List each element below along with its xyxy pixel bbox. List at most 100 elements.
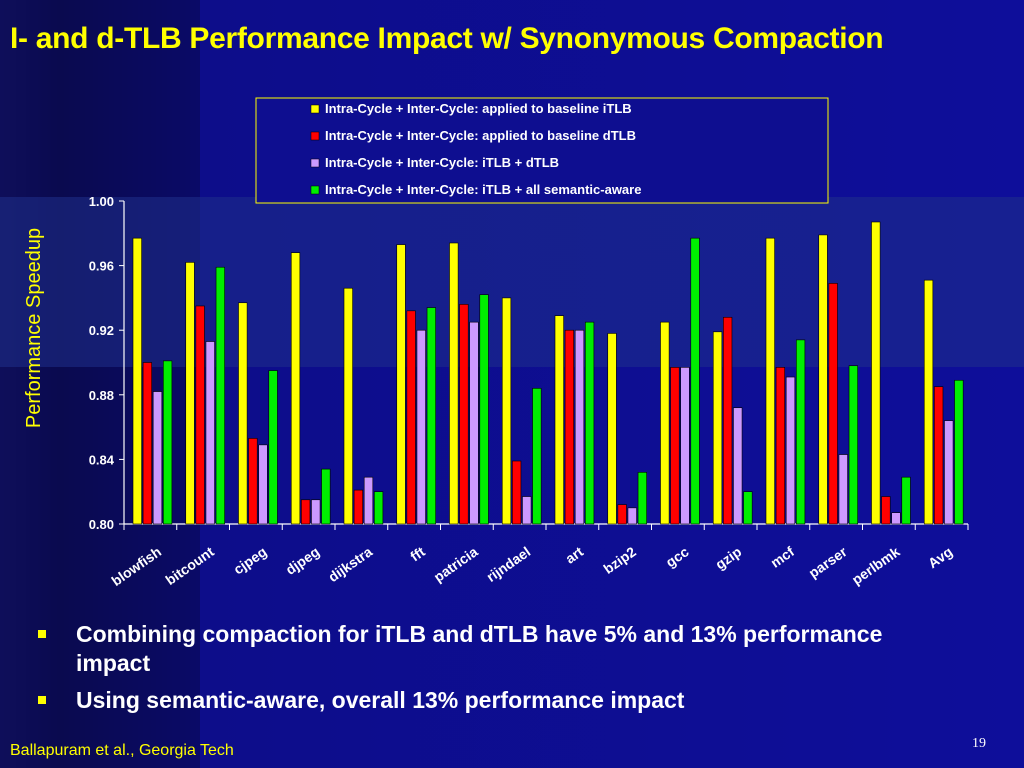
bar	[311, 499, 321, 525]
background-band	[0, 197, 1024, 367]
bar	[574, 329, 585, 525]
x-tick-label: blowfish	[108, 543, 164, 589]
bar	[238, 302, 248, 525]
bar	[248, 438, 258, 525]
page-number: 19	[972, 736, 986, 751]
bar	[871, 221, 881, 525]
bar	[343, 287, 353, 525]
bar	[522, 496, 532, 525]
bar	[426, 307, 436, 525]
x-tick-label: djpeg	[283, 543, 323, 578]
bar	[795, 339, 806, 525]
bar	[459, 304, 469, 525]
bar	[775, 367, 785, 525]
bar	[891, 512, 901, 525]
y-tick-label: 0.84	[89, 452, 115, 467]
bar	[501, 297, 512, 525]
bar	[660, 321, 670, 525]
bullet-item: Combining compaction for iTLB and dTLB h…	[38, 620, 938, 678]
bar	[469, 321, 479, 525]
x-tick-label: art	[562, 543, 586, 567]
legend-swatch	[310, 185, 320, 195]
y-tick-label: 0.88	[89, 388, 114, 403]
bar	[449, 242, 459, 525]
y-tick-label: 0.80	[89, 517, 114, 532]
bar	[743, 491, 753, 525]
bar	[258, 444, 268, 525]
bar	[301, 499, 311, 525]
bar	[152, 391, 163, 525]
x-tick-label: parser	[806, 543, 851, 581]
bar	[416, 329, 426, 525]
bar	[828, 283, 838, 525]
bar	[627, 507, 637, 525]
y-tick-label: 0.96	[89, 259, 114, 274]
y-axis-title: Performance Speedup	[23, 228, 45, 428]
y-tick-label: 1.00	[89, 194, 114, 209]
x-tick-label: fft	[407, 543, 428, 564]
bar	[670, 367, 680, 525]
bar	[373, 491, 384, 525]
y-tick-label: 0.92	[89, 323, 114, 338]
bullet-text: Combining compaction for iTLB and dTLB h…	[76, 621, 883, 676]
bullet-item: Using semantic-aware, overall 13% perfor…	[38, 686, 938, 715]
bullet-list: Combining compaction for iTLB and dTLB h…	[38, 620, 938, 723]
legend-swatch	[310, 131, 320, 141]
bullet-square-icon	[38, 630, 46, 638]
bar	[512, 460, 522, 525]
footer-credit: Ballapuram et al., Georgia Tech	[10, 742, 234, 759]
bar	[712, 331, 723, 525]
legend-label: Intra-Cycle + Inter-Cycle: applied to ba…	[325, 101, 632, 116]
x-tick-label: bitcount	[162, 543, 217, 588]
bar	[733, 407, 743, 525]
bar	[554, 315, 564, 525]
bar	[321, 468, 331, 525]
x-tick-label: patricia	[431, 543, 481, 585]
bar	[848, 365, 858, 525]
x-tick-label: gcc	[663, 543, 692, 570]
bar	[838, 454, 848, 525]
x-tick-label: rijndael	[483, 543, 533, 585]
bar	[396, 244, 406, 525]
bar	[215, 266, 225, 525]
bar	[163, 360, 173, 525]
bar	[142, 362, 153, 525]
bar	[881, 496, 891, 525]
x-tick-label: bzip2	[600, 543, 639, 577]
x-tick-label: mcf	[768, 543, 798, 571]
bar	[532, 388, 542, 525]
legend-swatch	[310, 158, 320, 168]
bar	[353, 489, 364, 525]
bullet-text: Using semantic-aware, overall 13% perfor…	[76, 687, 685, 713]
legend-label: Intra-Cycle + Inter-Cycle: iTLB + dTLB	[325, 155, 559, 170]
legend-swatch	[310, 104, 320, 114]
bar	[923, 279, 934, 525]
legend-label: Intra-Cycle + Inter-Cycle: applied to ba…	[325, 128, 636, 143]
bar	[290, 252, 301, 525]
bullet-square-icon	[38, 696, 46, 704]
bar	[690, 237, 700, 525]
bar	[132, 237, 142, 525]
x-tick-label: perlbmk	[849, 543, 903, 587]
bar-chart: 0.80 0.84 0.88 0.92 0.96 1.00 Performance Spee…	[23, 97, 964, 590]
bar	[934, 386, 944, 525]
legend-box	[255, 97, 829, 204]
bar	[205, 341, 215, 525]
x-tick-label: gzip	[712, 543, 744, 572]
bar	[268, 370, 278, 525]
legend-label: Intra-Cycle + Inter-Cycle: iTLB + all se…	[325, 182, 641, 197]
bar	[637, 472, 647, 525]
bar	[607, 333, 617, 525]
page-title: I- and d-TLB Performance Impact w/ Synon…	[10, 22, 884, 55]
x-tick-label: cjpeg	[230, 543, 269, 577]
x-tick-label: Avg	[925, 543, 955, 571]
bar	[785, 376, 796, 525]
bar	[944, 420, 954, 525]
bar	[195, 305, 205, 525]
bar	[723, 316, 733, 525]
bar	[765, 237, 775, 525]
bar	[954, 379, 964, 525]
bar	[185, 262, 195, 525]
bar	[617, 504, 627, 525]
bar	[363, 476, 374, 525]
